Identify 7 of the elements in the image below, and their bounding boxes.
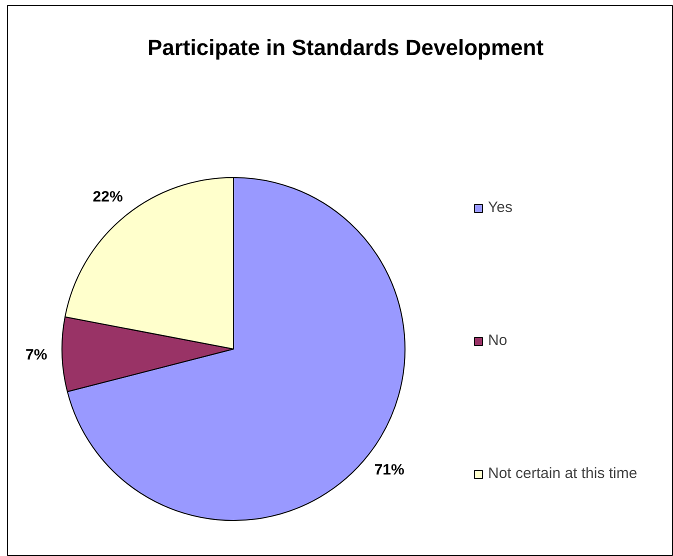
legend-label: Not certain at this time <box>488 465 638 482</box>
legend-label: No <box>488 332 508 349</box>
data-label: 71% <box>374 461 404 478</box>
legend-label: Yes <box>488 199 512 216</box>
data-label: 22% <box>92 188 123 206</box>
data-label: 7% <box>26 346 48 364</box>
chart-title: Participate in Standards Development <box>147 35 544 60</box>
